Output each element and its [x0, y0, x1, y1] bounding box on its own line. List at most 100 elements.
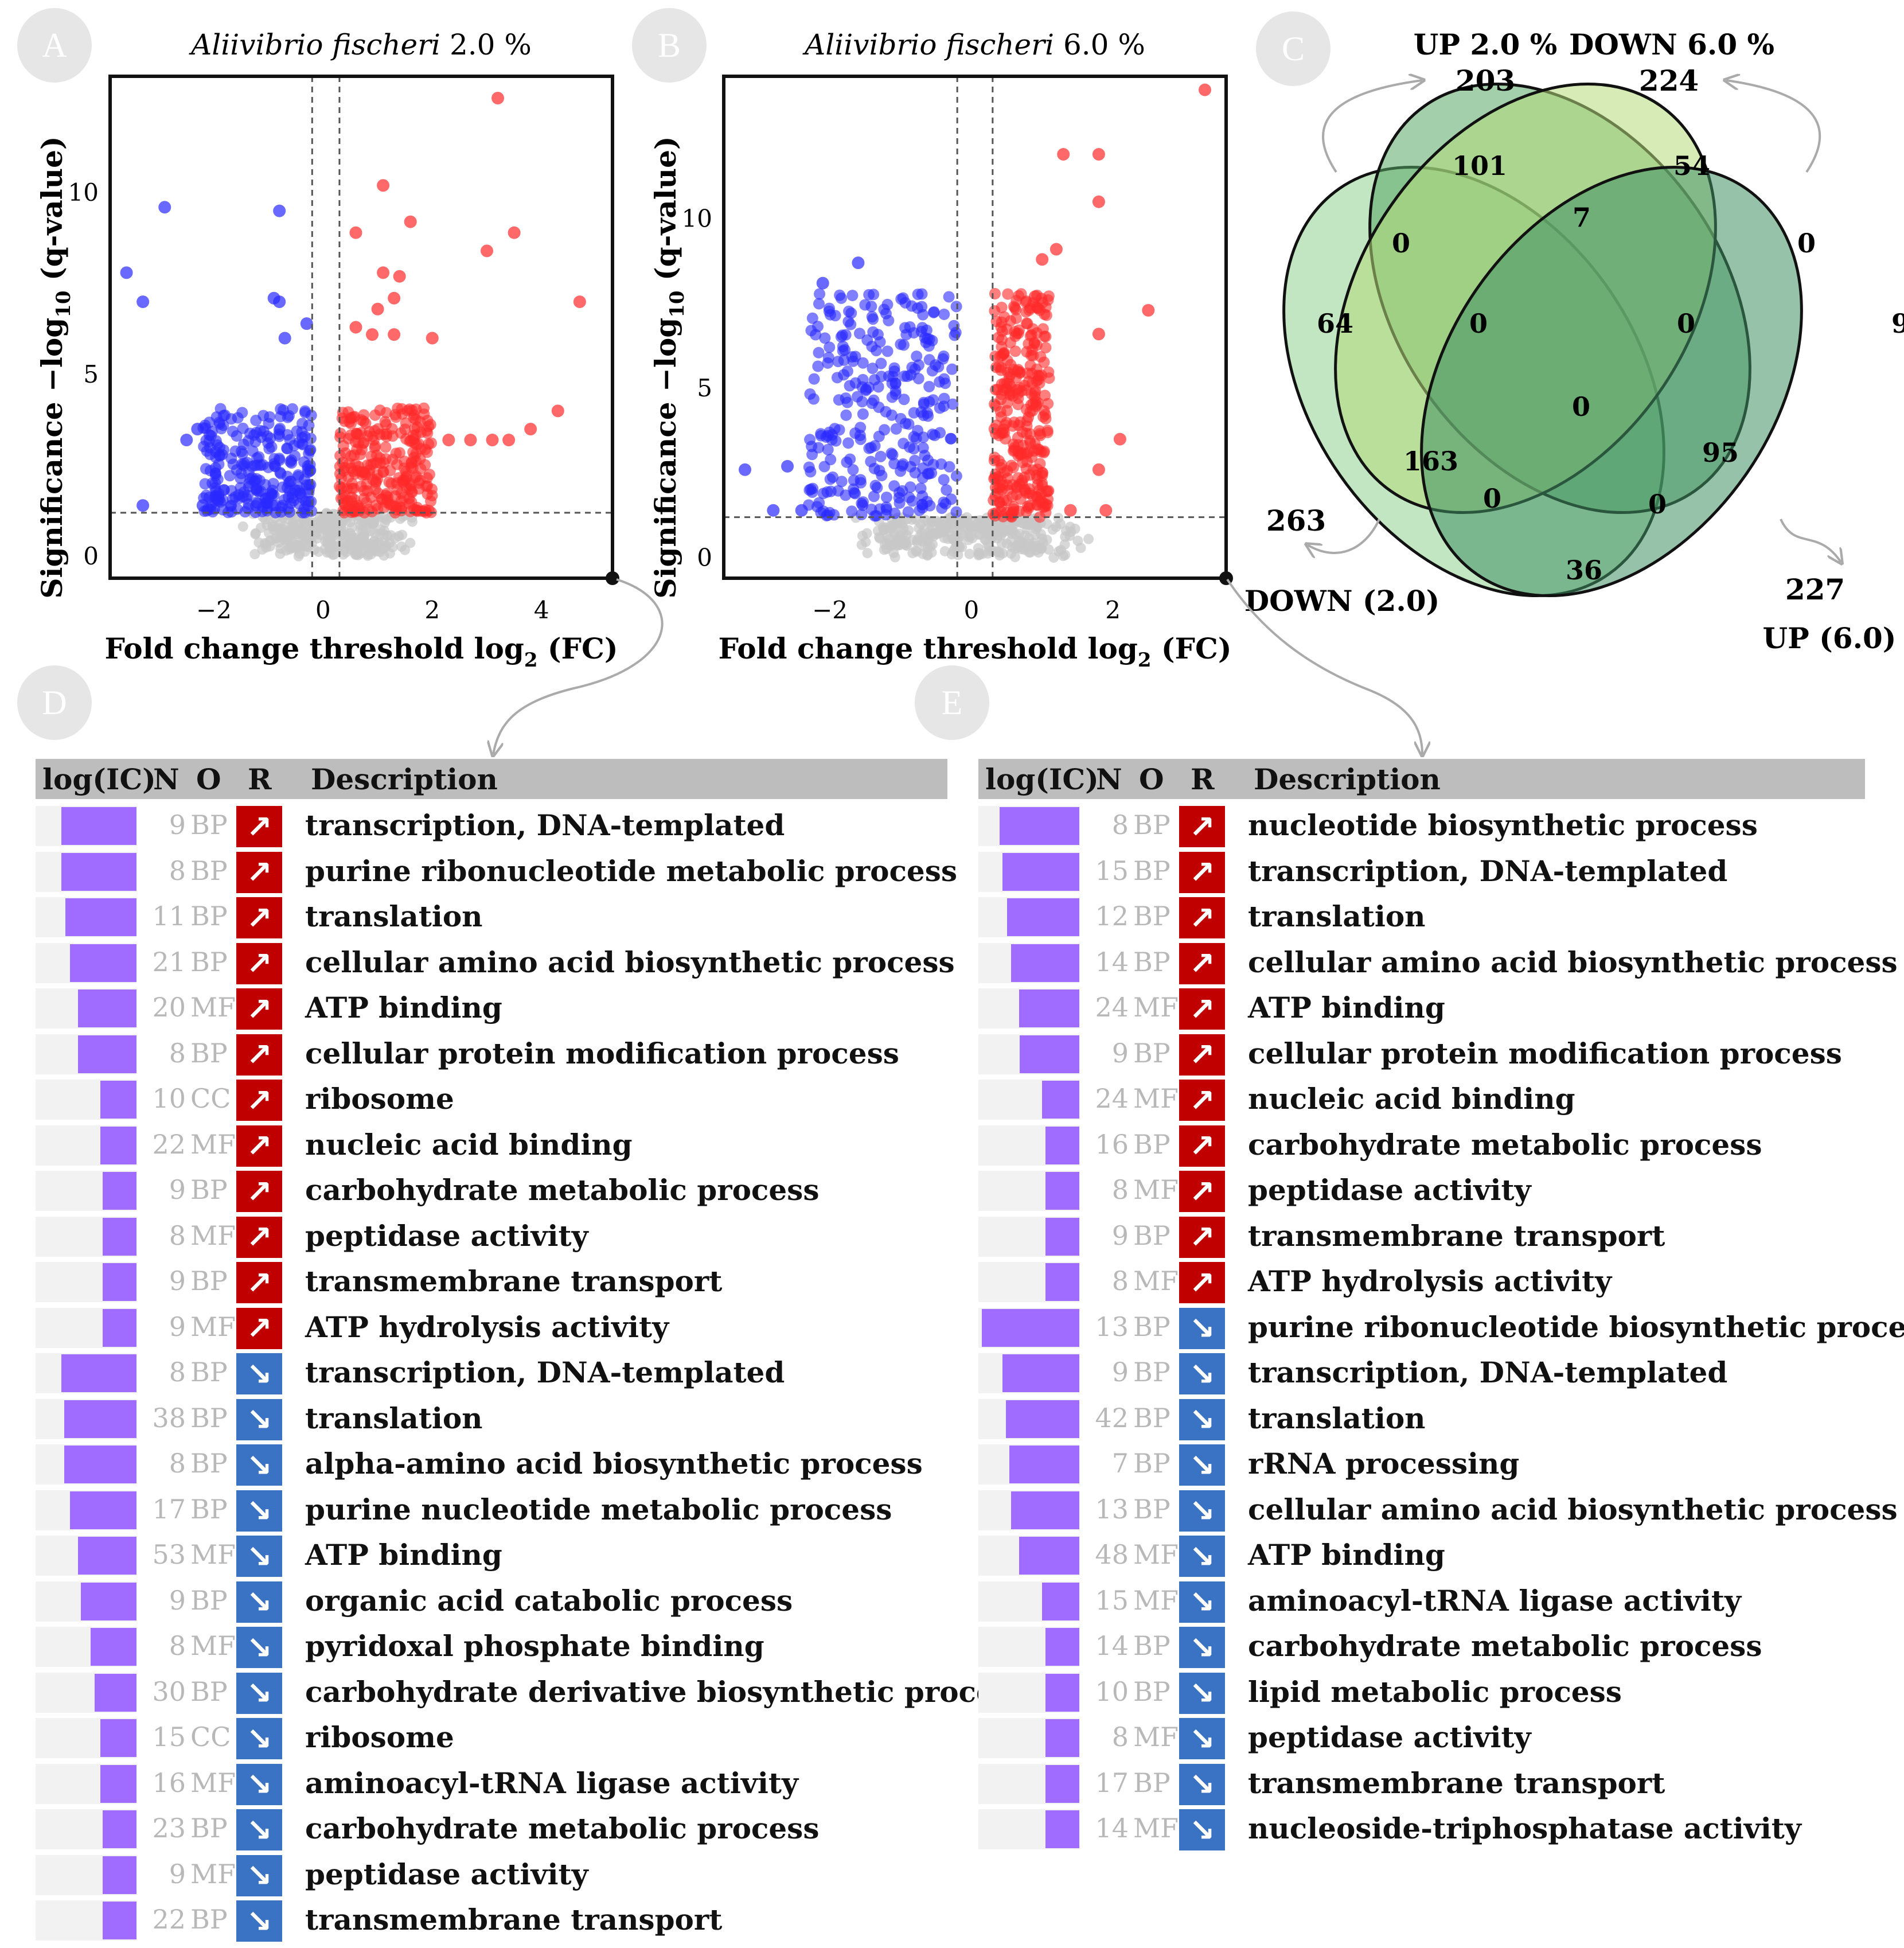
description-cell: nucleic acid binding [305, 1127, 633, 1162]
point-ns [275, 543, 286, 554]
count-cell: 8 [169, 1037, 186, 1069]
point-up [395, 495, 407, 507]
point-ns [268, 524, 279, 535]
point-up [400, 433, 412, 445]
description-cell: translation [1248, 899, 1426, 933]
table-row: 15 MF ↘ aminoacyl-tRNA ligase activity [978, 1579, 1865, 1625]
volcano-plot-a: −2 0 2 4 0 5 10 Aliivibrio fischeri 2.0 % Fold c… [35, 28, 619, 672]
point-down [865, 301, 877, 313]
point-up [377, 179, 390, 192]
point-down [824, 341, 836, 353]
description-cell: transcription, DNA-templated [305, 1355, 785, 1389]
arrow-down-right-icon: ↘ [1179, 1763, 1225, 1805]
arrow-down-right-icon: ↘ [1179, 1444, 1225, 1486]
arrow-up-right-icon: ↗ [1179, 1171, 1225, 1212]
arrow-up-right-icon: ↗ [236, 1034, 282, 1076]
count-cell: 9 [169, 1265, 186, 1296]
point-up [508, 226, 521, 239]
point-up [349, 226, 362, 239]
point-ns [1027, 542, 1037, 553]
point-up [442, 434, 455, 447]
point-up [334, 427, 346, 439]
col-header-r: R [1191, 762, 1215, 796]
point-ns [923, 535, 934, 546]
point-down [288, 494, 300, 507]
arrow-up-right-icon: ↗ [1179, 1262, 1225, 1303]
point-up [524, 423, 537, 436]
point-down [867, 363, 879, 375]
description-cell: cellular protein modification process [1248, 1036, 1842, 1070]
description-cell: transcription, DNA-templated [305, 808, 785, 842]
point-ns [315, 529, 326, 540]
ontology-cell: BP [1133, 901, 1171, 932]
ontology-cell: BP [190, 946, 228, 977]
table-row: 22 MF ↗ nucleic acid binding [36, 1123, 947, 1169]
point-down [305, 433, 317, 445]
arrow-down-right-icon: ↘ [1179, 1627, 1225, 1668]
corner-dot [606, 571, 619, 585]
table-row: 9 BP ↘ transcription, DNA-templated [978, 1351, 1865, 1397]
description-cell: aminoacyl-tRNA ligase activity [1248, 1583, 1742, 1618]
description-cell: carbohydrate metabolic process [305, 1173, 820, 1207]
point-down [180, 434, 193, 447]
point-ns [363, 538, 374, 549]
y-tick-label: 5 [83, 360, 99, 388]
point-down [196, 499, 209, 512]
point-ns [881, 543, 892, 554]
arrow-up-right-icon: ↗ [1179, 851, 1225, 893]
ontology-cell: BP [1133, 1220, 1171, 1251]
ontology-cell: BP [1133, 946, 1171, 977]
point-up [346, 478, 358, 490]
point-ns [400, 544, 411, 555]
point-down [158, 201, 171, 214]
count-cell: 12 [1095, 901, 1129, 932]
ontology-cell: BP [190, 1584, 228, 1616]
point-down [885, 447, 898, 459]
point-up [372, 487, 384, 499]
table-row: 48 MF ↘ ATP binding [978, 1533, 1865, 1579]
points-ns [850, 512, 1094, 563]
table-row: 8 MF ↘ peptidase activity [978, 1716, 1865, 1762]
point-down [250, 484, 262, 496]
point-down [231, 464, 243, 476]
table-row: 16 BP ↗ carbohydrate metabolic process [978, 1123, 1865, 1169]
point-down [817, 488, 829, 500]
point-up [357, 415, 369, 427]
point-down [231, 430, 243, 442]
count-cell: 8 [1111, 1174, 1129, 1205]
point-down [251, 496, 263, 508]
table-row: 9 BP ↗ transmembrane transport [36, 1260, 947, 1306]
count-cell: 30 [152, 1676, 186, 1707]
arrow-down-right-icon: ↘ [1179, 1307, 1225, 1349]
count-cell: 9 [169, 1584, 186, 1616]
ontology-cell: BP [1133, 1767, 1171, 1798]
point-up [420, 480, 432, 492]
y-axis-label: Significance −log10 (q-value) [35, 136, 75, 598]
x-tick-label: 2 [424, 596, 440, 624]
point-up [418, 402, 430, 414]
arrow-down-right-icon: ↘ [236, 1536, 282, 1577]
point-ns [327, 550, 338, 560]
point-ns [888, 526, 899, 537]
point-up [390, 411, 402, 423]
ontology-cell: BP [190, 1676, 228, 1707]
ontology-cell: CC [190, 1721, 231, 1752]
arrow-up-right-icon: ↗ [1179, 806, 1225, 847]
ontology-cell: MF [190, 1630, 236, 1661]
point-ns [328, 508, 339, 519]
point-down [286, 457, 298, 469]
point-down [871, 482, 883, 494]
description-cell: aminoacyl-tRNA ligase activity [305, 1766, 799, 1800]
point-ns [953, 519, 964, 530]
point-ns [338, 549, 349, 560]
ontology-cell: BP [1133, 1493, 1171, 1525]
ontology-cell: MF [190, 1128, 236, 1160]
point-down [837, 345, 849, 357]
point-down [857, 357, 869, 369]
description-cell: peptidase activity [1248, 1720, 1531, 1754]
col-header-description: Description [311, 762, 498, 796]
point-ns [914, 532, 924, 543]
point-down [286, 403, 298, 415]
point-up [391, 458, 403, 470]
point-down [236, 407, 248, 419]
